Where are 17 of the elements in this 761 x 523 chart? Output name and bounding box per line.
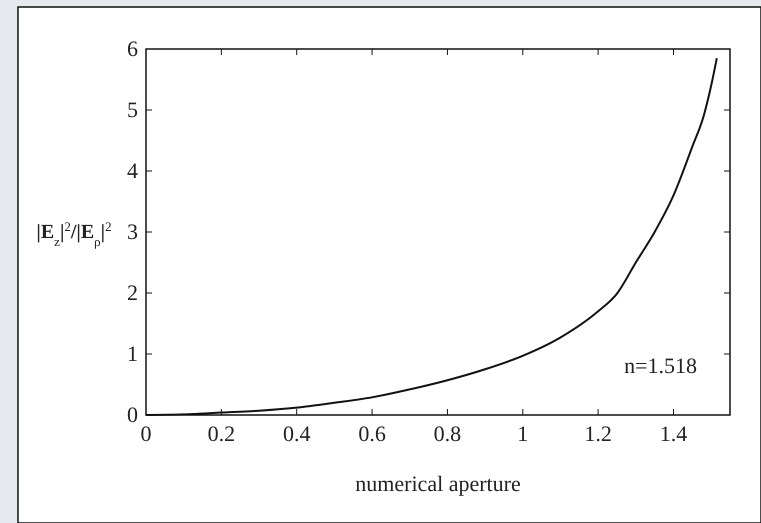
x-tick-label: 0.4 [282,421,310,446]
y-tick-label: 6 [127,36,138,61]
y-tick-label: 4 [127,158,138,183]
y-tick-label: 0 [127,402,138,427]
y-axis-title: |E$_{z}$|$^{2}$/|E$_{ρ}$|$^{2}$ [36,218,112,248]
x-tick-label: 1.4 [660,421,688,446]
x-tick-label: 0.2 [208,421,236,446]
y-tick-label: 3 [127,219,138,244]
x-tick-label: 0.6 [358,421,386,446]
x-tick-label: 1 [517,421,528,446]
y-tick-label: 2 [127,280,138,305]
y-tick-label: 1 [127,341,138,366]
x-axis-title: numerical aperture [355,471,521,496]
annotation: n=1.518 [624,353,697,378]
x-tick-label: 1.2 [584,421,612,446]
y-tick-label: 5 [127,97,138,122]
x-tick-label: 0.8 [434,421,462,446]
